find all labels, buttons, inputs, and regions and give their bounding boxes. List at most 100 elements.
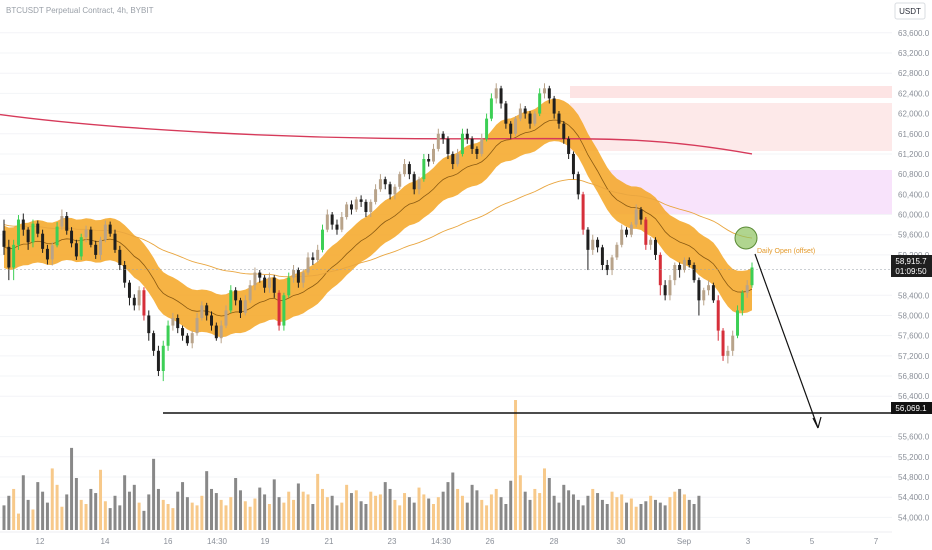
highlight-circle[interactable] <box>734 226 758 250</box>
volume-bar <box>528 499 532 530</box>
volume-bar <box>625 502 629 530</box>
x-tick-label: 28 <box>550 537 559 546</box>
projection-arrow-line[interactable] <box>754 253 819 429</box>
candle-body <box>475 148 479 154</box>
candle-body <box>325 214 329 230</box>
volume-bar <box>494 488 498 530</box>
candle-body <box>528 113 532 124</box>
volume-bar <box>489 494 493 530</box>
volume-bar <box>470 484 474 530</box>
volume-bars <box>2 400 701 530</box>
volume-bar <box>31 509 35 530</box>
candle-body <box>21 219 25 230</box>
x-tick-label: Sep <box>677 537 692 546</box>
y-tick-label: 54,400.0 <box>898 493 930 502</box>
candle-body <box>94 244 98 255</box>
candle-body <box>185 335 189 344</box>
volume-bar <box>349 493 353 530</box>
volume-bar <box>436 497 440 530</box>
candle-body <box>629 224 633 235</box>
volume-bar <box>591 488 595 530</box>
candle-body <box>644 219 648 245</box>
candle-body <box>615 244 619 258</box>
volume-bar <box>296 483 300 530</box>
x-tick-label: 30 <box>617 537 626 546</box>
candle-body <box>378 179 382 190</box>
candle-body <box>407 164 411 175</box>
volume-bar <box>272 479 276 530</box>
y-tick-label: 54,000.0 <box>898 513 930 522</box>
volume-bar <box>287 491 291 530</box>
volume-bar <box>16 513 20 530</box>
candle-body <box>388 184 392 195</box>
candle-body <box>296 270 300 283</box>
y-tick-label: 62,800.0 <box>898 69 930 78</box>
volume-bar <box>393 499 397 530</box>
volume-bar <box>127 491 131 530</box>
volume-bar <box>147 494 151 530</box>
volume-bar <box>629 498 633 530</box>
x-tick-label: 26 <box>486 537 495 546</box>
volume-bar <box>388 488 392 530</box>
candle-body <box>576 174 580 195</box>
x-tick-label: 14 <box>101 537 110 546</box>
x-tick-label: 12 <box>36 537 45 546</box>
volume-bar <box>316 473 320 530</box>
candle-body <box>345 204 349 218</box>
candle-body <box>412 174 416 190</box>
candle-body <box>7 246 11 268</box>
candle-body <box>446 138 450 154</box>
candle-body <box>238 300 242 313</box>
candle-body <box>161 345 165 371</box>
candle-body <box>132 297 136 306</box>
candle-body <box>740 292 744 311</box>
candle-body <box>142 290 146 316</box>
candle-body <box>571 153 575 175</box>
candle-body <box>663 285 667 296</box>
volume-bar <box>658 502 662 530</box>
candle-body <box>108 224 112 234</box>
candle-body <box>118 249 122 265</box>
volume-bar <box>354 490 358 530</box>
x-tick-label: 21 <box>325 537 334 546</box>
candle-body <box>316 249 320 260</box>
volume-bar <box>547 478 551 530</box>
overlays <box>0 226 892 429</box>
candle-body <box>557 113 561 124</box>
candle-body <box>214 325 218 339</box>
ema-line <box>3 119 753 317</box>
y-tick-label: 62,000.0 <box>898 110 930 119</box>
candle-body <box>277 292 281 326</box>
volume-bar <box>596 493 600 530</box>
resistance-zone-1 <box>570 86 892 98</box>
candle-body <box>398 174 402 187</box>
volume-bar <box>634 506 638 530</box>
candle-body <box>620 229 624 245</box>
volume-bar <box>26 499 30 530</box>
volume-bar <box>417 487 421 530</box>
currency-button[interactable] <box>894 2 926 20</box>
candle-body <box>427 159 431 162</box>
candle-body <box>649 239 653 245</box>
volume-bar <box>682 494 686 530</box>
candle-body <box>518 108 522 119</box>
candle-body <box>321 229 324 250</box>
volume-bar <box>475 490 479 530</box>
candle-body <box>89 229 93 245</box>
candle-body <box>533 113 537 124</box>
countdown-value: 01:09:50 <box>895 267 927 276</box>
support-price-tag <box>891 402 932 414</box>
volume-bar <box>292 499 296 530</box>
x-tick-label: 19 <box>261 537 270 546</box>
candle-body <box>682 259 686 271</box>
candle-body <box>726 350 730 356</box>
volume-bar <box>369 491 373 530</box>
volume-bar <box>340 502 344 530</box>
candle-body <box>224 310 228 326</box>
volume-bar <box>600 499 604 530</box>
volume-bar <box>345 484 349 530</box>
candle-body <box>253 272 257 286</box>
volume-bar <box>364 504 368 530</box>
candle-body <box>600 247 604 265</box>
